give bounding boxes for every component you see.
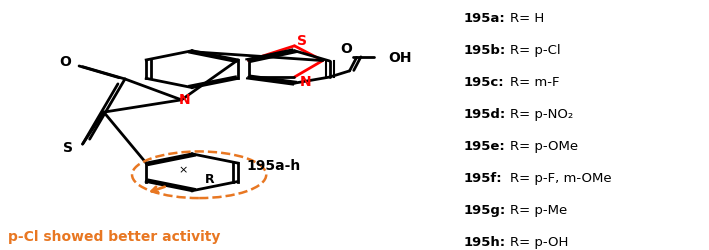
Text: O: O bbox=[340, 42, 352, 55]
Text: R= p-Cl: R= p-Cl bbox=[510, 44, 561, 57]
Text: R= p-OH: R= p-OH bbox=[510, 235, 568, 248]
Text: p-Cl showed better activity: p-Cl showed better activity bbox=[9, 229, 220, 243]
Text: N: N bbox=[179, 92, 191, 106]
Text: R= m-F: R= m-F bbox=[510, 76, 559, 88]
Text: 195c:: 195c: bbox=[464, 76, 505, 88]
Text: N: N bbox=[299, 74, 311, 88]
Text: 195h:: 195h: bbox=[464, 235, 506, 248]
Text: R= p-Me: R= p-Me bbox=[510, 203, 567, 216]
Text: 195f:: 195f: bbox=[464, 171, 503, 184]
Text: 195e:: 195e: bbox=[464, 139, 506, 152]
Text: S: S bbox=[64, 140, 74, 154]
Text: R= p-NO₂: R= p-NO₂ bbox=[510, 108, 573, 120]
Text: R= H: R= H bbox=[510, 12, 544, 25]
Text: R: R bbox=[205, 172, 215, 185]
Text: 195a-h: 195a-h bbox=[246, 158, 301, 172]
Text: 195b:: 195b: bbox=[464, 44, 506, 57]
Text: 195d:: 195d: bbox=[464, 108, 506, 120]
Text: OH: OH bbox=[389, 50, 412, 64]
Text: O: O bbox=[59, 54, 71, 68]
Text: R= p-F, m-OMe: R= p-F, m-OMe bbox=[510, 171, 611, 184]
Text: 195a:: 195a: bbox=[464, 12, 506, 25]
Text: ×: × bbox=[179, 165, 189, 175]
Text: 195g:: 195g: bbox=[464, 203, 506, 216]
Text: R= p-OMe: R= p-OMe bbox=[510, 139, 578, 152]
Text: S: S bbox=[296, 34, 306, 48]
